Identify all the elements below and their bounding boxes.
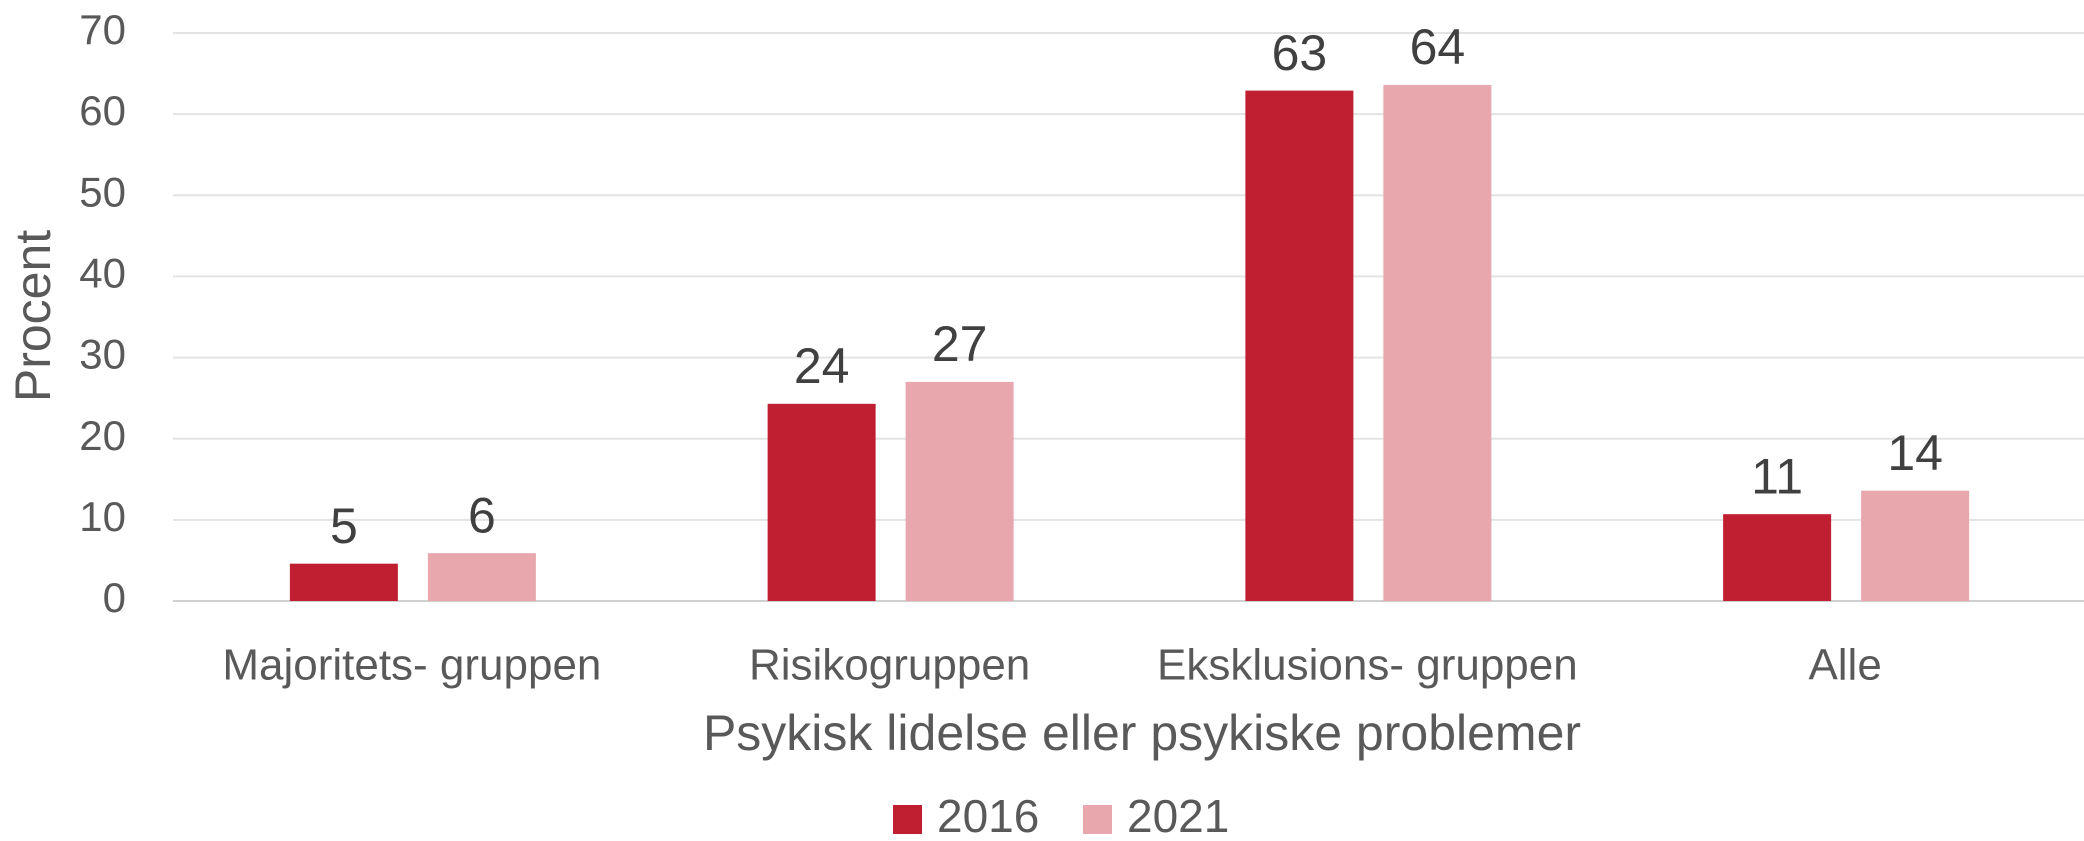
data-label: 5	[330, 498, 358, 554]
y-tick-label: 0	[103, 574, 126, 621]
data-label: 63	[1272, 25, 1328, 81]
legend-label: 2016	[937, 790, 1039, 841]
y-tick-label: 10	[79, 493, 126, 540]
y-tick-label: 70	[79, 6, 126, 53]
legend-swatch	[893, 805, 922, 834]
bar	[1723, 514, 1832, 601]
x-tick-label: Majoritets- gruppen	[222, 641, 601, 690]
bar	[1861, 490, 1970, 601]
y-tick-label: 40	[79, 250, 126, 297]
data-label: 24	[794, 338, 850, 394]
x-tick-label: Eksklusions- gruppen	[1157, 641, 1578, 690]
x-axis-title: Psykisk lidelse eller psykiske problemer	[703, 705, 1581, 761]
x-tick-label: Alle	[1808, 641, 1881, 690]
y-tick-label: 30	[79, 331, 126, 378]
data-label: 14	[1887, 425, 1943, 481]
y-tick-label: 60	[79, 87, 126, 134]
y-axis-title: Procent	[5, 230, 61, 402]
bar	[1245, 90, 1354, 602]
legend-swatch	[1083, 805, 1112, 834]
data-label: 64	[1410, 19, 1466, 75]
x-tick-label: Risikogruppen	[749, 641, 1030, 690]
bar	[289, 563, 398, 601]
y-tick-label: 20	[79, 412, 126, 459]
data-label: 27	[932, 316, 988, 372]
legend-label: 2021	[1127, 790, 1229, 841]
bar	[905, 381, 1014, 601]
bar	[427, 553, 536, 601]
bar	[767, 403, 876, 601]
bar	[1383, 84, 1492, 602]
data-label: 6	[468, 487, 496, 543]
y-tick-label: 50	[79, 168, 126, 215]
data-label: 11	[1751, 448, 1803, 504]
